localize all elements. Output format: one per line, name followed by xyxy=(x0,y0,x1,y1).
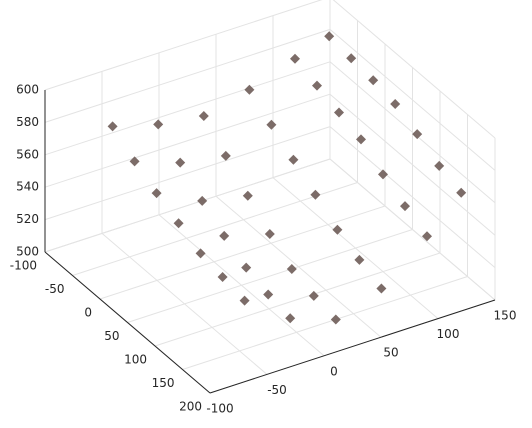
point xyxy=(265,229,275,239)
point xyxy=(422,231,432,241)
point xyxy=(263,290,273,300)
point xyxy=(287,264,297,274)
x-tick-label: 100 xyxy=(437,327,460,341)
y-tick-label: 150 xyxy=(152,376,175,390)
chart: -100 -50 0 50 100 150 -100 -50 0 50 100 150 200 500 52… xyxy=(0,0,532,428)
z-tick-label: 580 xyxy=(16,115,39,129)
point xyxy=(243,191,253,201)
point xyxy=(331,315,341,325)
point xyxy=(197,196,207,206)
point xyxy=(378,169,388,179)
point xyxy=(199,111,209,121)
point xyxy=(266,120,276,130)
point xyxy=(290,54,300,64)
point xyxy=(332,225,342,235)
point xyxy=(412,129,422,139)
z-tick-label: 600 xyxy=(16,83,39,97)
point xyxy=(288,155,298,165)
x-tick-label: 150 xyxy=(494,309,517,323)
point xyxy=(456,188,466,198)
point xyxy=(152,188,162,198)
x-tick-label: 0 xyxy=(330,364,338,378)
point xyxy=(376,283,386,293)
grid-line xyxy=(45,0,330,90)
point xyxy=(218,272,228,282)
z-tick-label: 540 xyxy=(16,180,39,194)
point xyxy=(354,255,364,265)
point xyxy=(400,201,410,211)
point xyxy=(153,119,163,129)
point xyxy=(390,99,400,109)
point xyxy=(368,75,378,85)
point xyxy=(174,218,184,228)
point xyxy=(285,313,295,323)
point xyxy=(434,161,444,171)
point xyxy=(309,291,319,301)
y-tick-label: -50 xyxy=(45,282,65,296)
point xyxy=(130,156,140,166)
z-tick-label: 560 xyxy=(16,147,39,161)
point xyxy=(346,53,356,63)
y-tick-label: 50 xyxy=(104,329,119,343)
x-tick-label: 50 xyxy=(383,346,398,360)
point xyxy=(244,85,254,95)
point xyxy=(196,248,206,258)
point xyxy=(334,108,344,118)
y-tick-label: 200 xyxy=(179,400,202,414)
point xyxy=(175,158,185,168)
z-tick-label: 500 xyxy=(16,245,39,259)
point xyxy=(240,296,250,306)
point xyxy=(241,263,251,273)
y-tick-label: 100 xyxy=(124,353,147,367)
x-tick-label: -50 xyxy=(267,383,287,397)
point xyxy=(108,121,118,131)
point xyxy=(324,31,334,41)
y-tick-label: 0 xyxy=(84,306,92,320)
z-tick-label: 520 xyxy=(16,212,39,226)
point xyxy=(312,81,322,91)
x-tick-label: -100 xyxy=(206,402,233,416)
point xyxy=(219,231,229,241)
axis-line xyxy=(45,252,210,393)
y-tick-label: -100 xyxy=(10,259,37,273)
point xyxy=(310,190,320,200)
